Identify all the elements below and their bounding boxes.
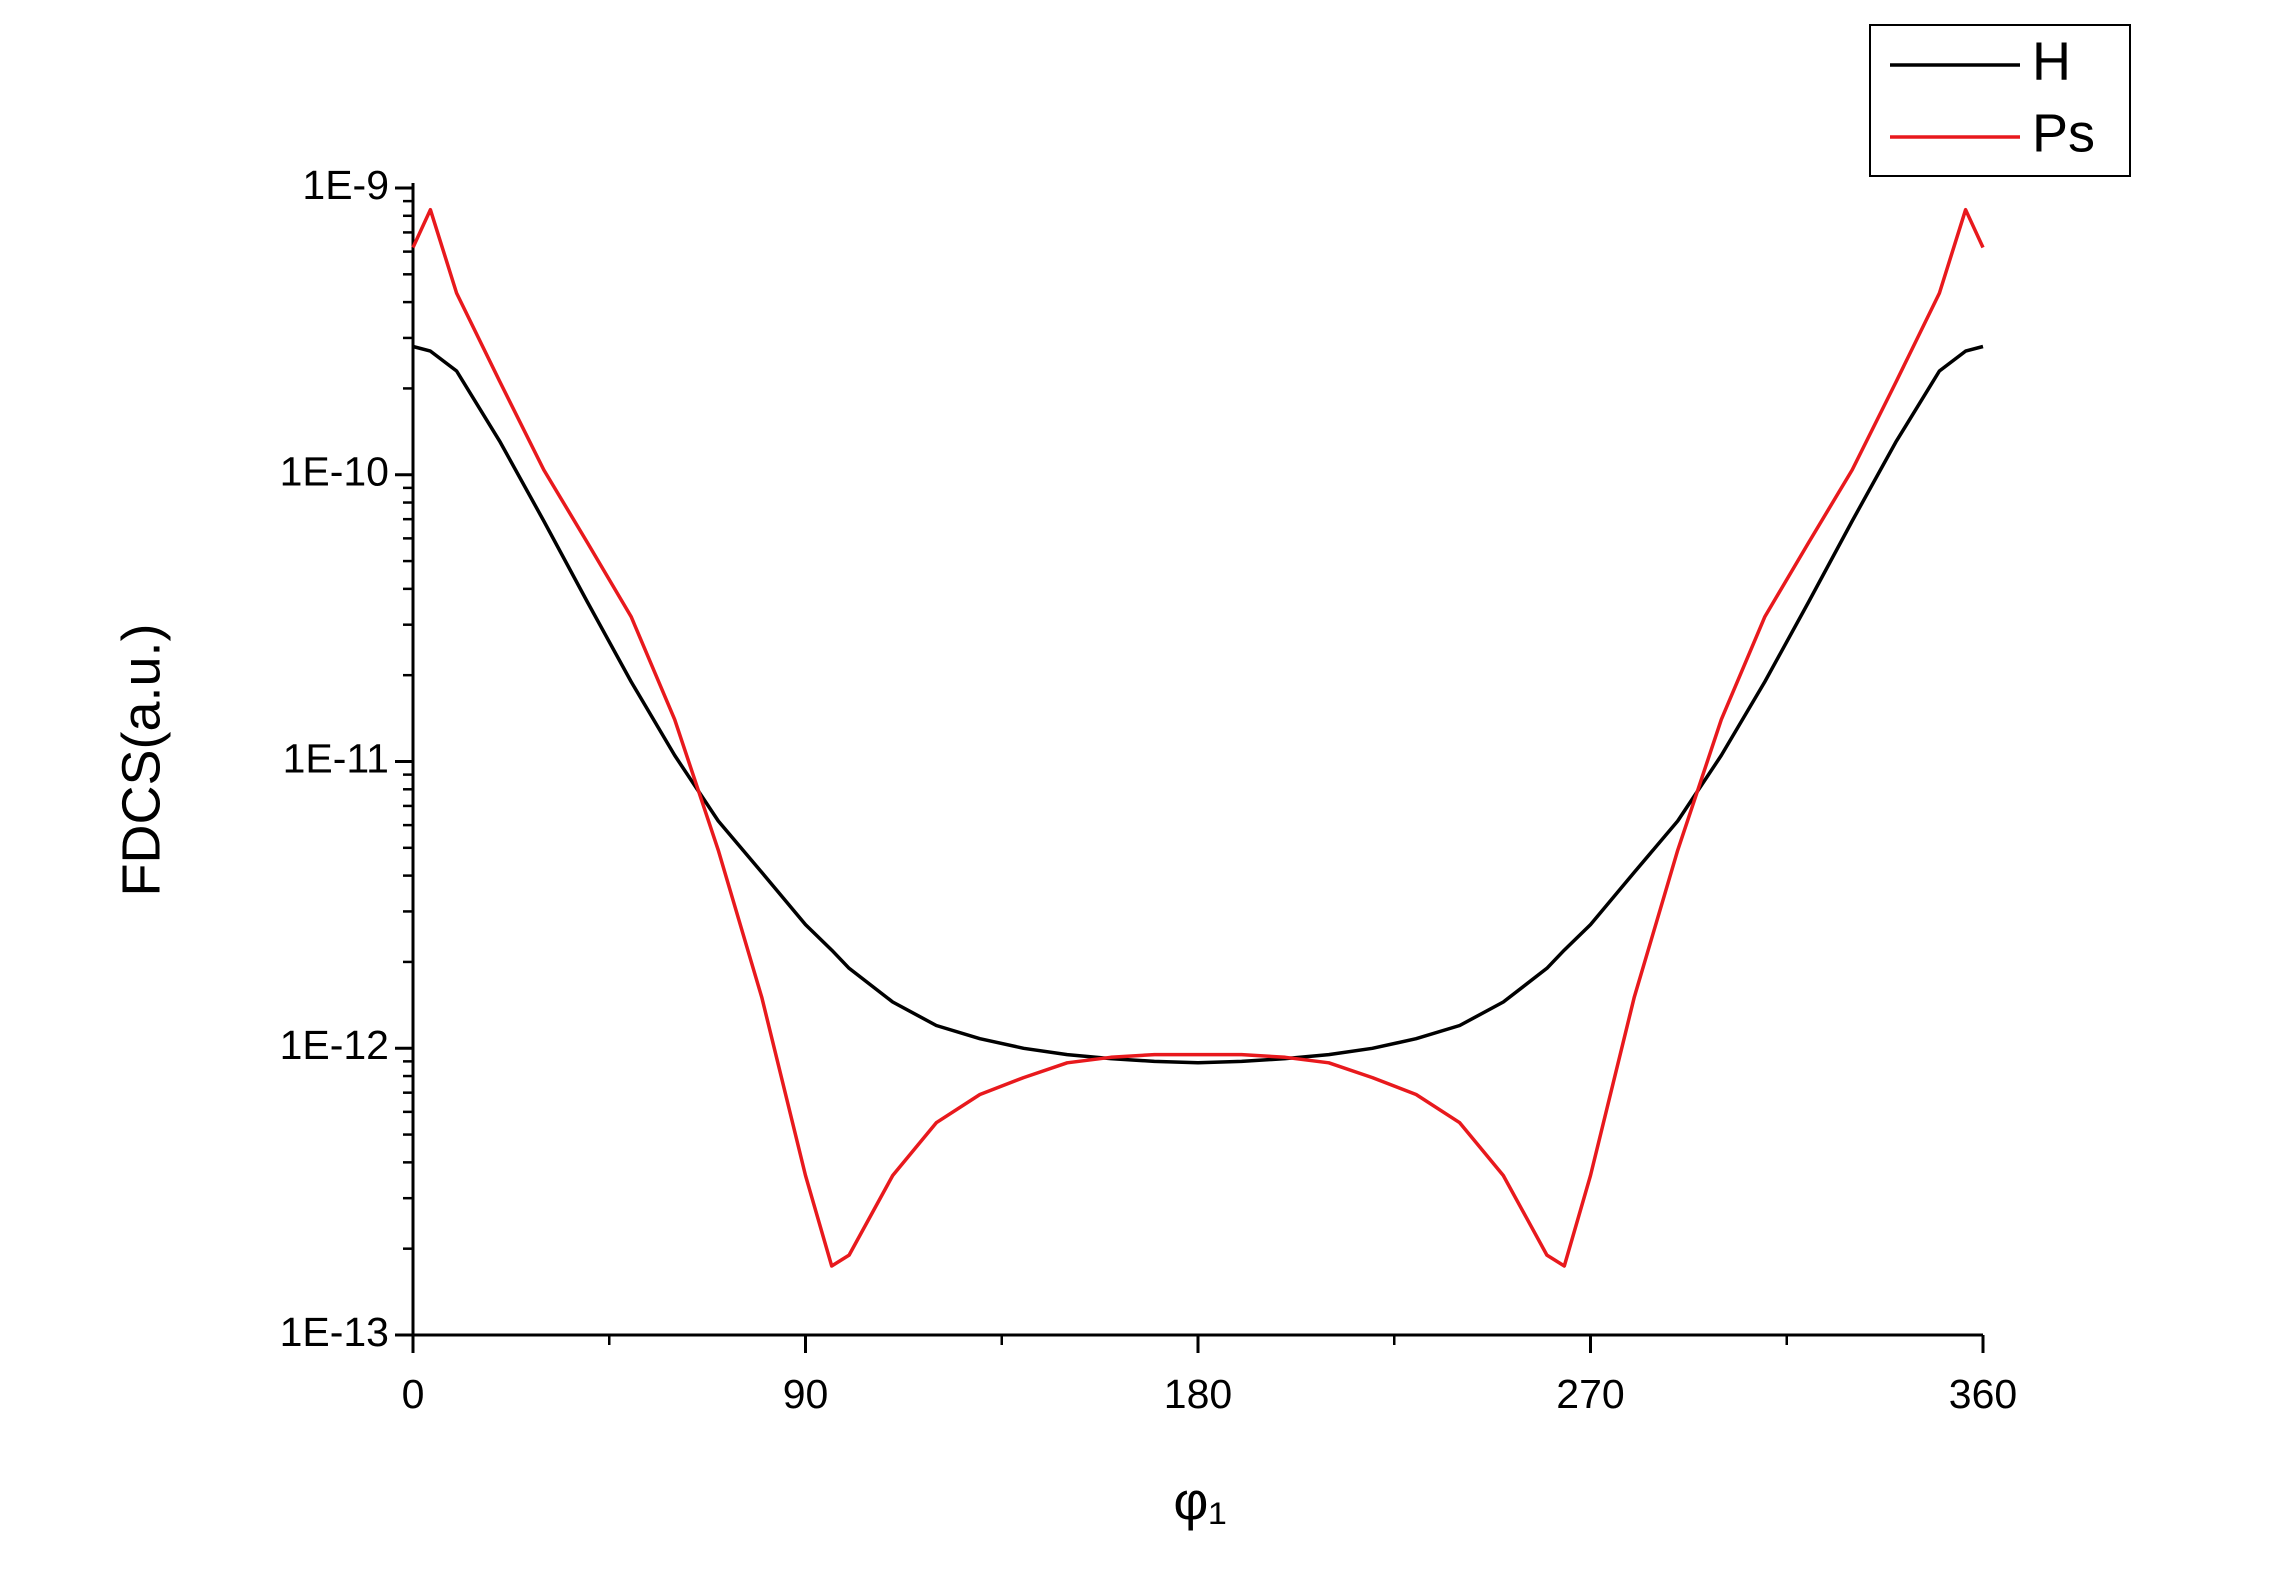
x-tick-label: 0 [402, 1371, 425, 1417]
y-tick-label: 1E-13 [280, 1309, 389, 1355]
x-tick-label: 180 [1164, 1371, 1232, 1417]
data-line [412, 344, 1984, 1065]
x-tick-label: 270 [1556, 1371, 1624, 1417]
y-tick-label: 1E-9 [302, 162, 389, 208]
legend-label: H [2032, 31, 2071, 91]
y-tick-label: 1E-11 [283, 735, 389, 781]
y-tick-label: 1E-12 [280, 1022, 389, 1068]
x-tick-label: 90 [783, 1371, 829, 1417]
legend-label: Ps [2032, 103, 2095, 163]
x-tick-label: 360 [1949, 1371, 2017, 1417]
y-tick-label: 1E-10 [280, 449, 389, 495]
x-axis-label: φ₁ [1173, 1471, 1226, 1531]
y-axis-label: FDCS(a.u.) [111, 623, 171, 896]
legend-box [1869, 24, 2131, 177]
data-line [411, 207, 1985, 1268]
